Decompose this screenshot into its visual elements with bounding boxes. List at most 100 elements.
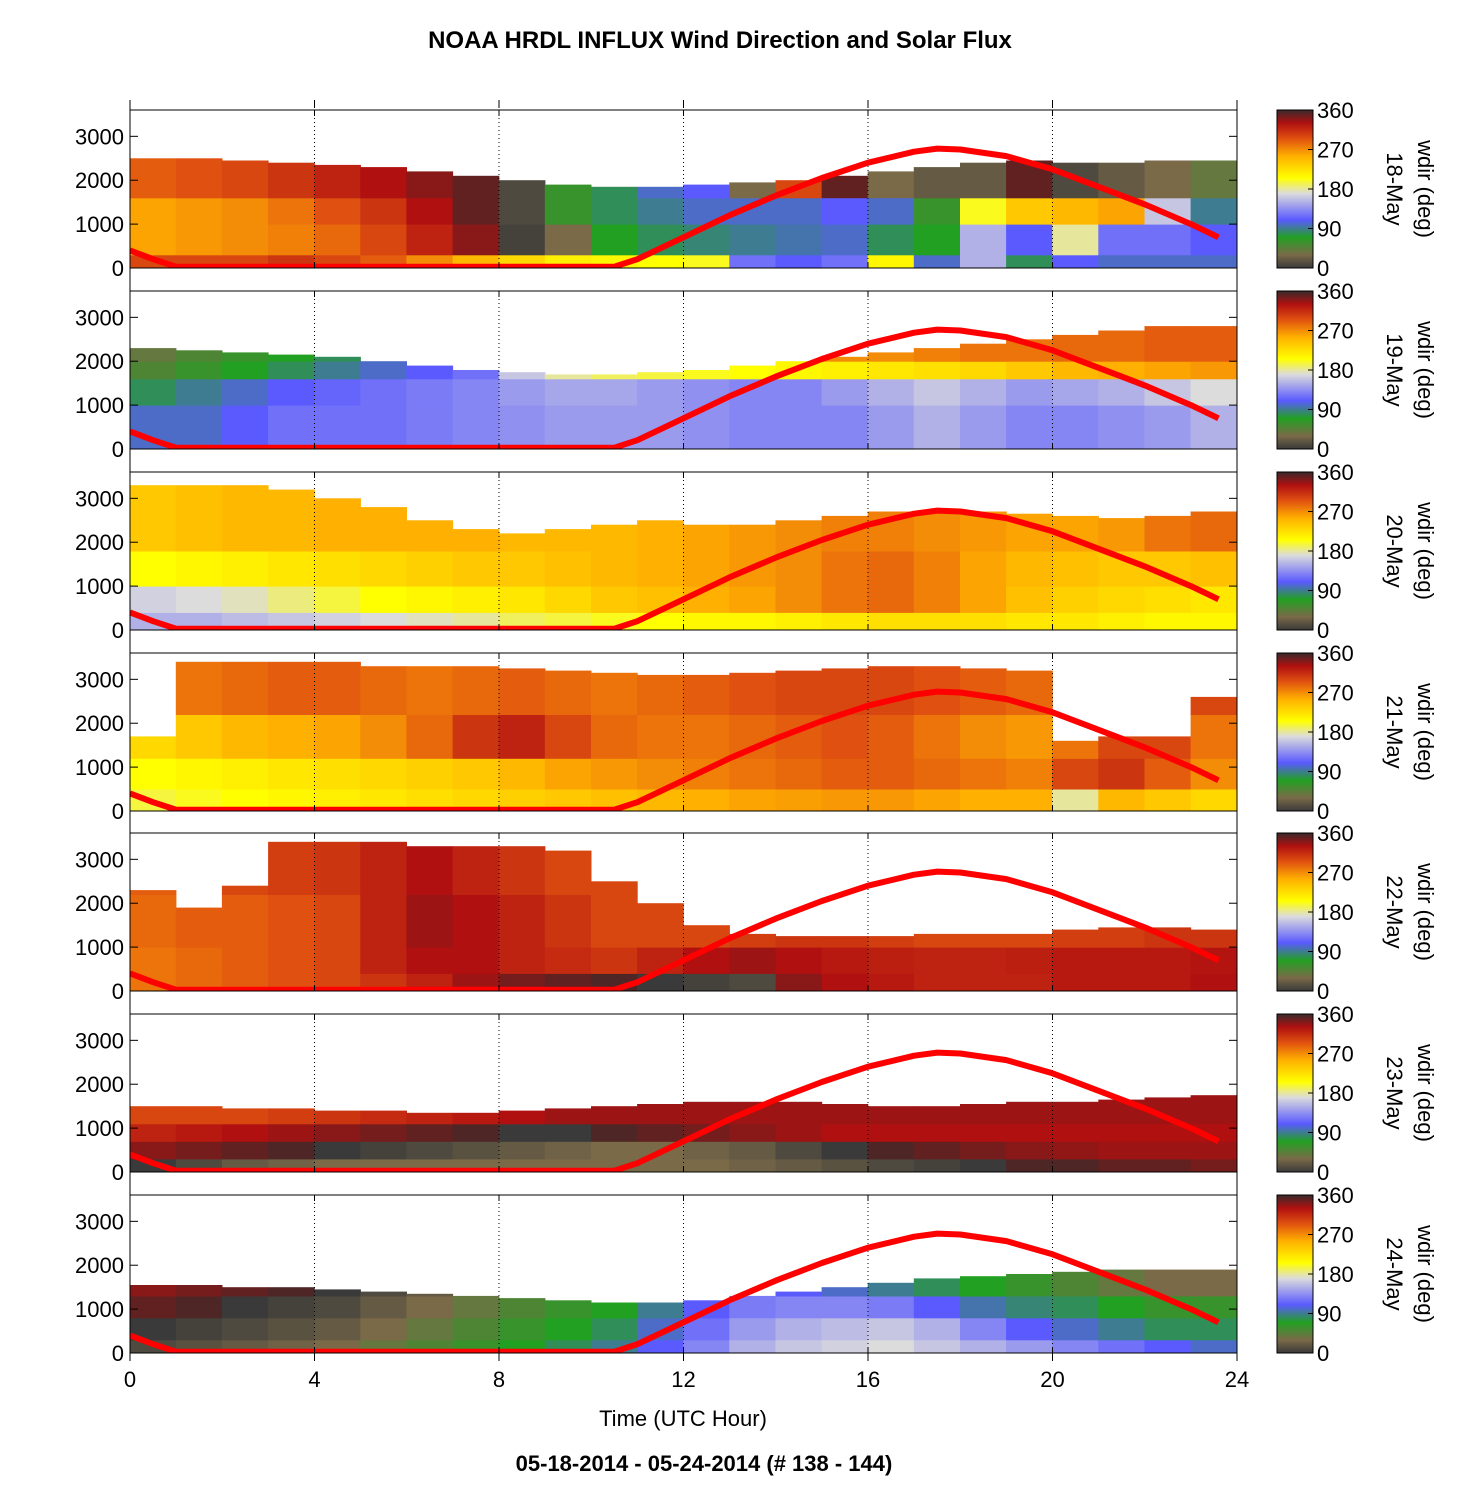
heatmap-cell [729,1141,776,1160]
colorbar-tick-label: 270 [1317,1223,1354,1248]
heatmap-cell [314,612,361,630]
heatmap-cell [821,586,869,613]
y-tick-label: 0 [112,1160,124,1185]
heatmap-cell [544,1317,592,1341]
heatmap-cell [175,661,223,715]
heatmap-cell [1052,929,1099,948]
heatmap-cell [452,1317,500,1341]
heatmap-cell [1144,1158,1192,1172]
colorbar-bar [1276,652,1314,812]
heatmap-cell [637,1302,684,1319]
heatmap-cell [314,586,361,613]
heatmap-cell [729,1295,776,1319]
heatmap-cell [960,789,1007,811]
heatmap-cell [821,405,869,449]
heatmap-cell [268,354,315,362]
heatmap-cell [1098,518,1145,552]
heatmap-cell [683,674,730,715]
heatmap-cell [821,361,869,380]
heatmap-cell [498,372,546,380]
heatmap-cell [913,947,961,974]
heatmap-cell [1190,326,1237,362]
heatmap-cell [452,1141,500,1160]
heatmap-cell [130,224,177,256]
y-tick-label: 1000 [75,212,124,237]
heatmap-cell [175,485,223,552]
heatmap-cell [1052,254,1099,268]
heatmap-cell [221,485,269,552]
heatmap-cell [406,947,454,974]
heatmap-cell [268,841,315,895]
heatmap-cell [544,551,592,587]
heatmap-cell [452,758,500,790]
colorbar-label: wdir (deg) [1413,139,1438,238]
heatmap-cell [591,1123,638,1142]
heatmap-cell [452,370,500,380]
heatmap-cell [1190,714,1237,759]
heatmap-cell [1190,758,1237,790]
heatmap-cell [729,1158,776,1172]
heatmap-cell [1190,197,1237,225]
heatmap-cell [268,1287,315,1297]
heatmap-cell [729,789,776,811]
heatmap-cell [960,933,1007,948]
y-tick-label: 2000 [75,1072,124,1097]
heatmap-cell [360,167,407,199]
heatmap-cell [1006,1101,1053,1125]
heatmap-cell [452,197,500,225]
heatmap-cell [637,551,684,587]
heatmap-cell [175,1285,223,1297]
heatmap-cell [314,224,361,256]
colorbar-label: wdir (deg) [1413,1224,1438,1323]
heatmap-cell [1098,1158,1145,1172]
colorbar-21-May: 0 90 180 270 360 wdir (deg)21-May [1276,641,1438,824]
heatmap-cell [221,758,269,790]
heatmap-cell [1006,254,1053,268]
heatmap-cell [1052,740,1099,759]
solar-flux-line [130,507,1220,630]
heatmap-cell [683,405,730,449]
heatmap-cell [314,361,361,380]
heatmap-cell [775,378,823,406]
heatmap-cell [913,714,961,759]
heatmap-cell [1144,361,1192,380]
heatmap-cell [637,903,684,948]
heatmap-cell [775,1101,823,1125]
y-tick-label: 0 [112,256,124,281]
heatmap-cell [821,197,869,225]
heatmap-cell [544,1123,592,1142]
solar-flux-line [130,1230,1220,1353]
heatmap-cell [498,947,546,974]
heatmap-cell [130,1106,177,1125]
heatmap-cell [498,973,546,991]
heatmap-cell [960,586,1007,613]
heatmap-cell [406,758,454,790]
heatmap-cell [1144,515,1192,552]
heatmap-cell [314,405,361,449]
heatmap-cell [360,841,407,895]
heatmap-cell [498,714,546,759]
heatmap-cell [821,758,869,790]
heatmap-cell [913,197,961,225]
heatmap-cell [221,894,269,948]
heatmap-cell [498,533,546,552]
heatmap-cell [913,1295,961,1319]
heatmap-cell [175,612,223,630]
heatmap-cell [913,167,961,199]
heatmap-cell [867,171,915,199]
heatmap-cell [1190,612,1237,630]
heatmap-cell [314,661,361,715]
heatmap-cell [221,586,269,613]
heatmap-cell [1190,511,1237,552]
heatmap-cell [913,789,961,811]
heatmap-cell [867,666,915,715]
heatmap-cell [821,1317,869,1341]
heatmap-cell [360,666,407,715]
heatmap-cell [268,714,315,759]
heatmap-cell [775,197,823,225]
heatmap-cell [867,947,915,974]
heatmap-cell [406,894,454,948]
heatmap-cell [1052,1271,1099,1297]
heatmap-cell [360,378,407,406]
heatmap-cell [498,1123,546,1142]
